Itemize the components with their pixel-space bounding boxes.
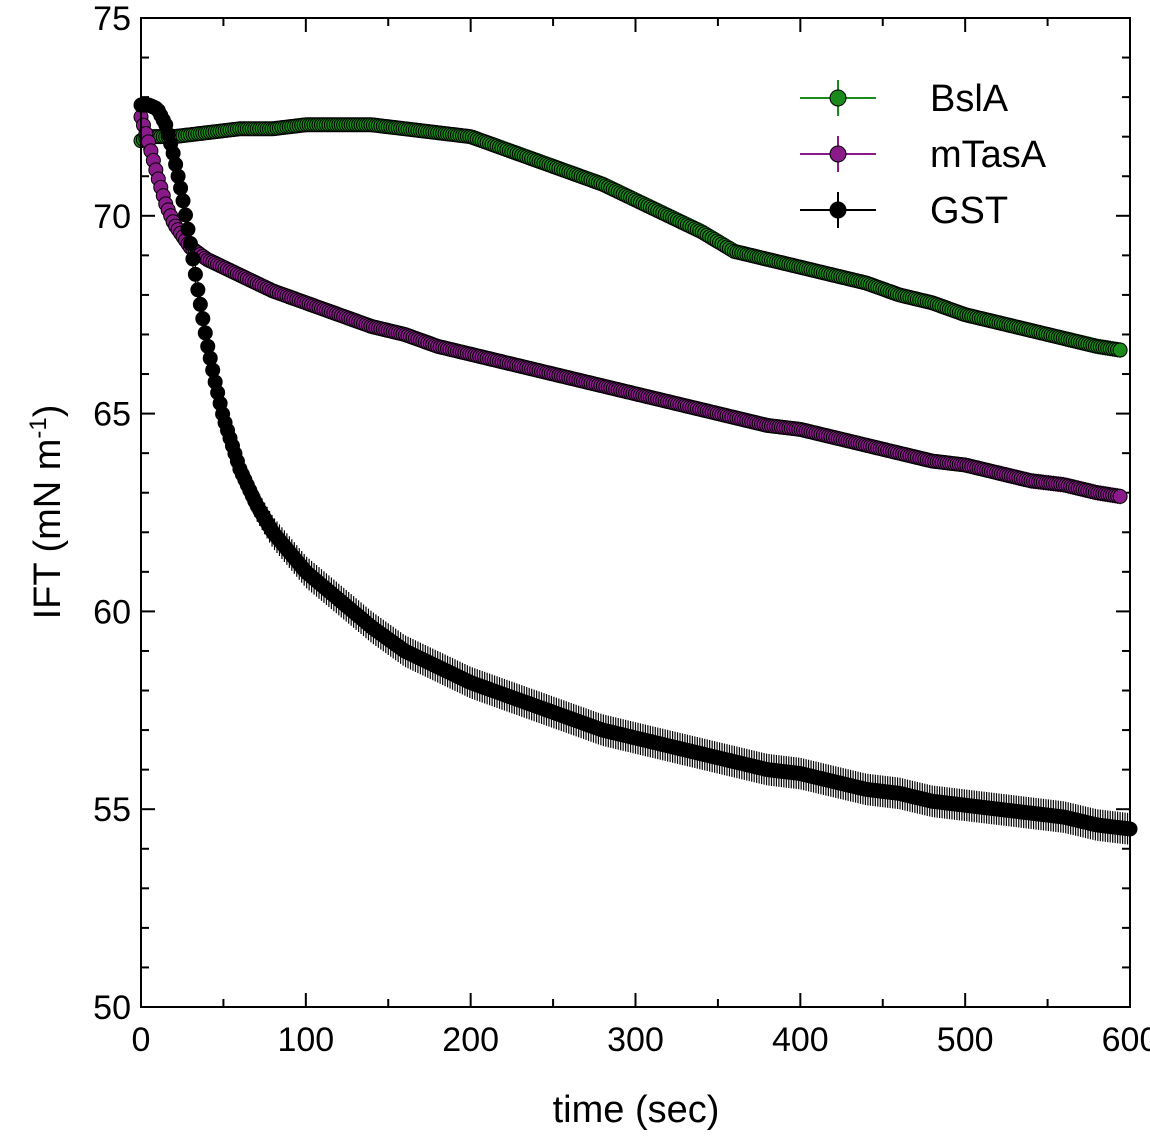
axis-ticks: [140, 17, 1131, 1008]
legend-item-mtasa: mTasA: [800, 134, 1047, 176]
series-layer: [133, 97, 1138, 845]
data-point: [178, 207, 194, 223]
y-tick-label: 50: [93, 989, 131, 1027]
x-axis-title: time (sec): [553, 1089, 720, 1131]
data-point: [175, 193, 191, 209]
legend-item-gst: GST: [800, 190, 1008, 232]
legend-marker: [829, 145, 847, 163]
x-tick-label: 0: [132, 1021, 151, 1059]
data-point: [197, 325, 213, 341]
data-point: [180, 221, 196, 237]
legend-marker: [829, 201, 847, 219]
series-bsla: [133, 117, 1128, 358]
data-point: [187, 266, 203, 282]
y-axis-title-superscript: -1: [25, 417, 52, 438]
x-tick-label: 500: [937, 1021, 994, 1059]
data-point: [192, 296, 208, 312]
series-gst: [133, 97, 1138, 845]
y-axis-title-main: IFT (mN m: [27, 439, 69, 620]
data-point: [195, 311, 211, 327]
y-tick-label: 60: [93, 593, 131, 631]
x-tick-label: 400: [772, 1021, 829, 1059]
legend-marker: [829, 89, 847, 107]
legend: BslA mTasA GST: [800, 78, 1047, 232]
data-point: [1112, 488, 1128, 504]
x-tick-label: 100: [277, 1021, 334, 1059]
x-tick-label: 200: [442, 1021, 499, 1059]
data-point: [190, 282, 206, 298]
legend-label: mTasA: [930, 134, 1047, 176]
x-tick-label: 300: [607, 1021, 664, 1059]
y-tick-label: 75: [93, 0, 131, 38]
data-point: [173, 180, 189, 196]
y-tick-label: 70: [93, 198, 131, 236]
data-point: [185, 251, 201, 267]
data-point: [182, 235, 198, 251]
x-tick-label: 600: [1102, 1021, 1150, 1059]
legend-label: GST: [930, 190, 1008, 232]
legend-label: BslA: [930, 78, 1009, 120]
data-point: [1112, 342, 1128, 358]
y-tick-label: 55: [93, 791, 131, 829]
y-axis-title: IFT (mN m-1): [25, 405, 69, 620]
legend-item-bsla: BslA: [800, 78, 1009, 120]
plot-frame: [140, 17, 1131, 1008]
y-tick-label: 65: [93, 396, 131, 434]
tick-labels: 0 100 200 300 400 500 600 50 55 60 65 70 75: [93, 0, 1150, 1059]
y-axis-title-close: ): [27, 405, 69, 418]
